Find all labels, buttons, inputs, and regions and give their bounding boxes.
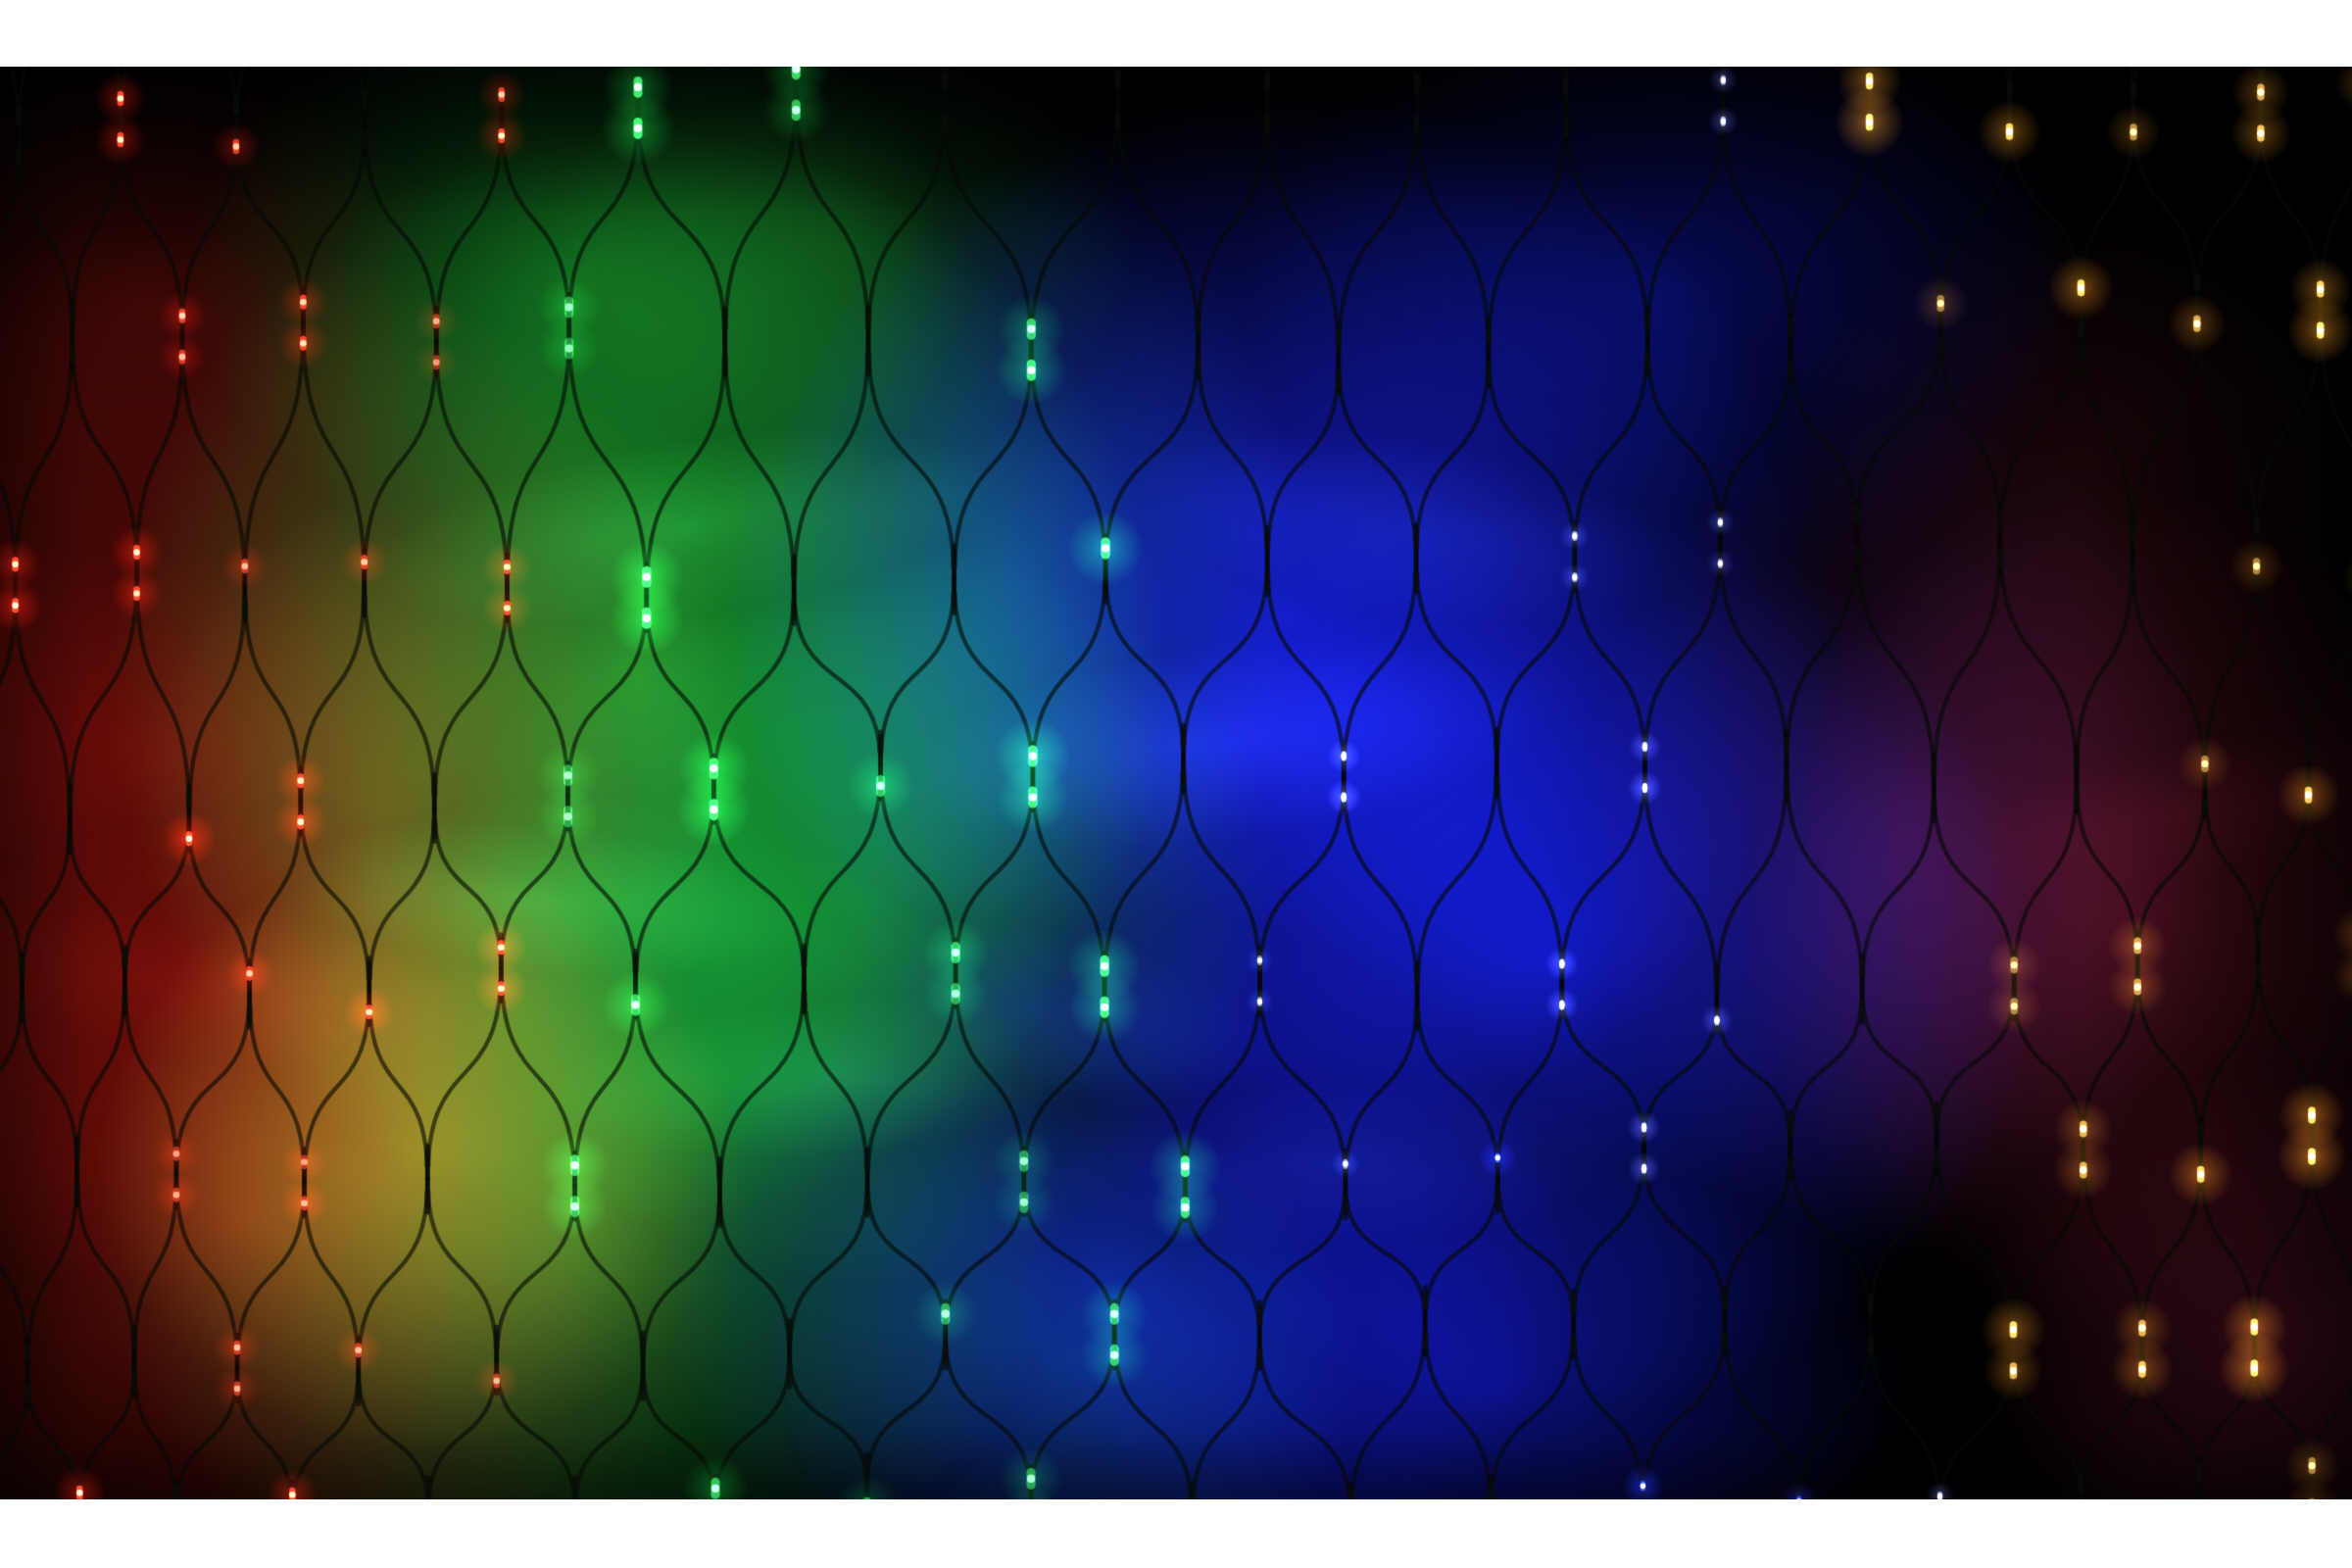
letterbox-bottom <box>0 1499 2352 1568</box>
letterbox-top <box>0 0 2352 67</box>
photo-frame <box>0 67 2352 1499</box>
net-garland-photo <box>0 67 2352 1499</box>
